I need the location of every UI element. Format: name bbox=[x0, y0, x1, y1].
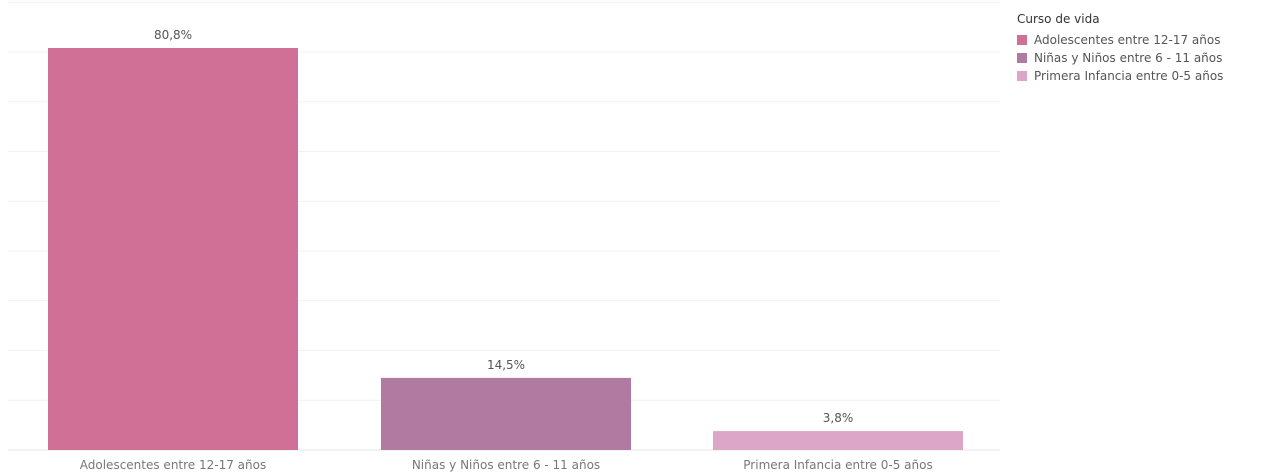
bar[interactable] bbox=[381, 377, 631, 450]
bar-value-label: 3,8% bbox=[823, 411, 854, 425]
legend-swatch bbox=[1017, 53, 1027, 63]
legend-item-label: Primera Infancia entre 0-5 años bbox=[1034, 69, 1224, 83]
bar[interactable] bbox=[48, 48, 298, 450]
bar[interactable] bbox=[713, 431, 963, 450]
legend-item[interactable]: Niñas y Niños entre 6 - 11 años bbox=[1017, 49, 1223, 67]
legend: Curso de vida Adolescentes entre 12-17 a… bbox=[1017, 10, 1223, 85]
legend-item[interactable]: Primera Infancia entre 0-5 años bbox=[1017, 67, 1223, 85]
x-tick-label: Niñas y Niños entre 6 - 11 años bbox=[412, 458, 600, 472]
legend-item[interactable]: Adolescentes entre 12-17 años bbox=[1017, 31, 1223, 49]
legend-item-label: Niñas y Niños entre 6 - 11 años bbox=[1034, 51, 1223, 65]
bar-value-label: 14,5% bbox=[487, 358, 525, 372]
legend-swatch bbox=[1017, 35, 1027, 45]
x-axis-tick-labels: Adolescentes entre 12-17 años Niñas y Niñ… bbox=[80, 458, 933, 472]
bar-chart: 80,8% 14,5% 3,8% Adolescentes entre 12-17 … bbox=[8, 1, 1000, 472]
value-labels: 80,8% 14,5% 3,8% bbox=[154, 28, 853, 425]
x-tick-label: Primera Infancia entre 0-5 años bbox=[743, 458, 932, 472]
legend-title: Curso de vida bbox=[1017, 12, 1100, 26]
bars bbox=[48, 48, 963, 450]
legend-swatch bbox=[1017, 71, 1027, 81]
bar-value-label: 80,8% bbox=[154, 28, 192, 42]
legend-item-label: Adolescentes entre 12-17 años bbox=[1034, 33, 1221, 47]
x-tick-label: Adolescentes entre 12-17 años bbox=[80, 458, 266, 472]
